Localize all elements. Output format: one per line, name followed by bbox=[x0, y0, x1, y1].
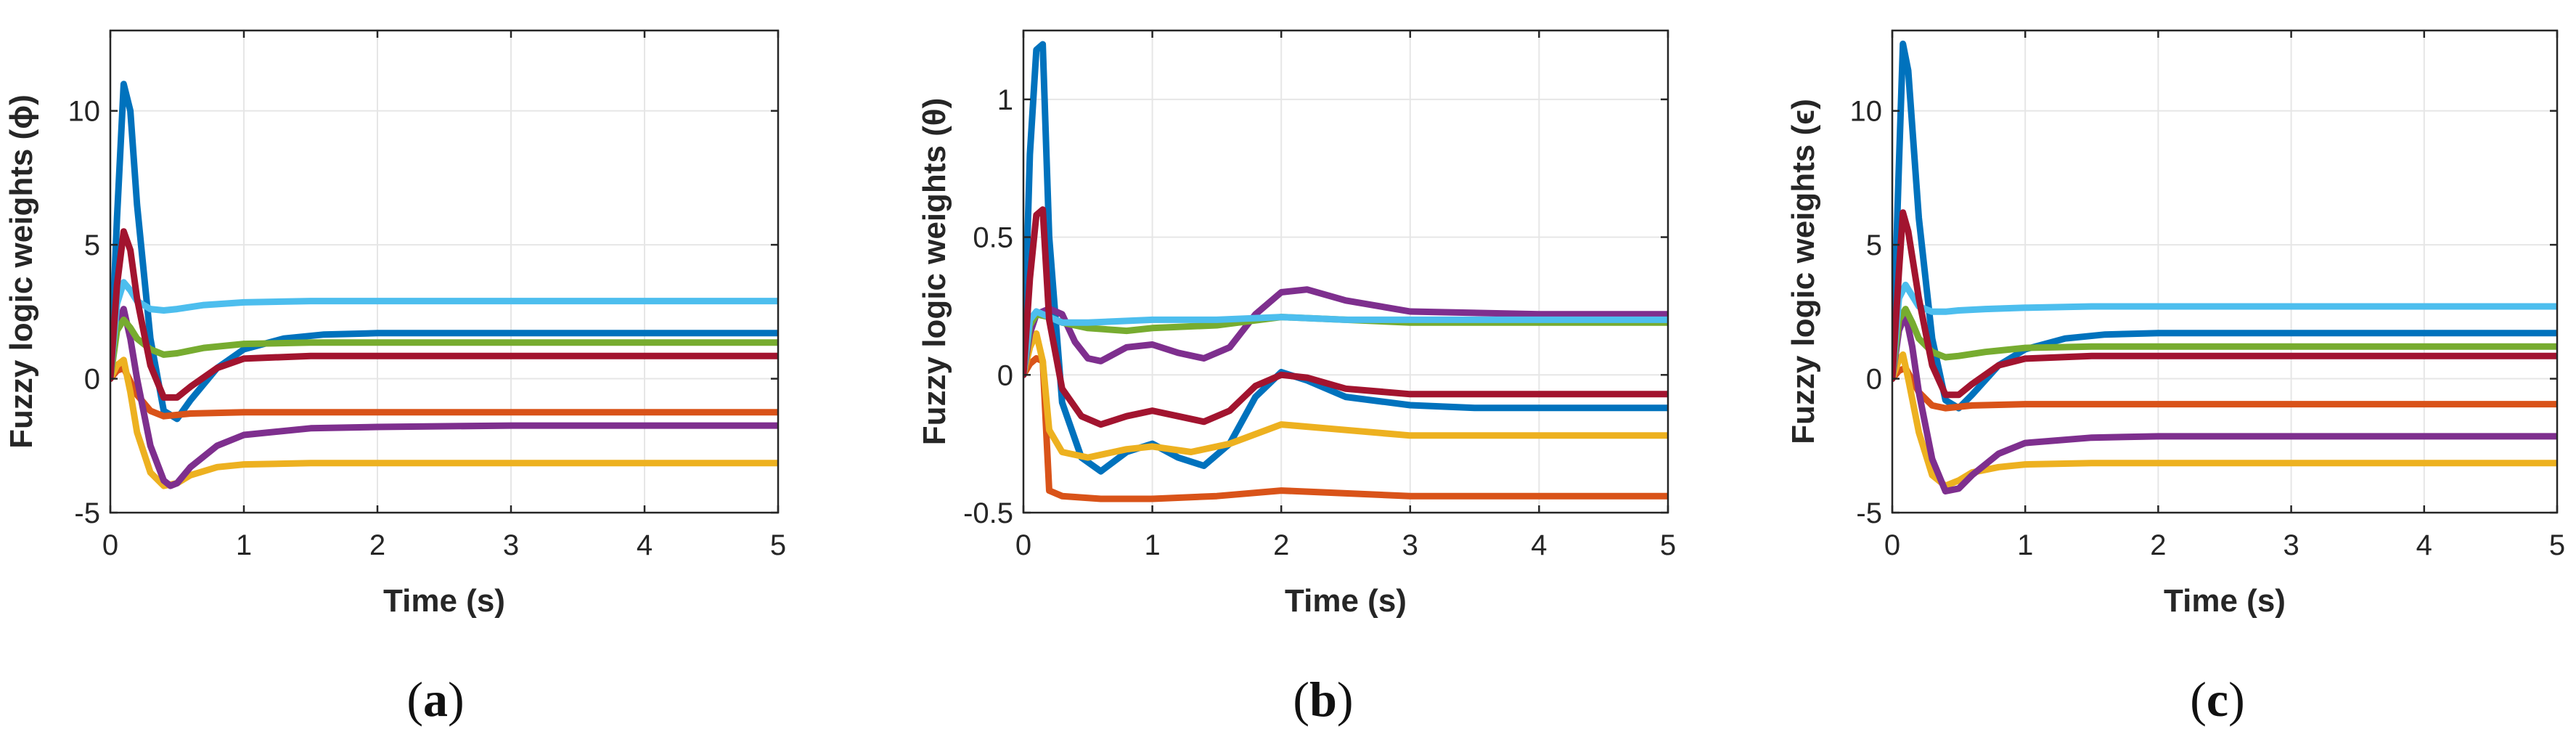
axes-box bbox=[1891, 29, 2559, 514]
y-tick-label: 0 bbox=[84, 364, 100, 396]
series-group bbox=[1023, 41, 1668, 502]
y-tick-label: 10 bbox=[1850, 96, 1883, 128]
x-tick-label: 4 bbox=[637, 529, 653, 561]
x-tick-label: 2 bbox=[369, 529, 385, 561]
y-tick-label: -0.5 bbox=[963, 497, 1013, 529]
y-axis-label: Fuzzy logic weights (ϕ) bbox=[4, 94, 39, 449]
series-line-w5 bbox=[1892, 306, 2557, 383]
series-line-w6 bbox=[110, 279, 778, 383]
x-tick-label: 0 bbox=[1884, 529, 1900, 561]
x-tick-label: 4 bbox=[2416, 529, 2432, 561]
x-axis-label: Time (s) bbox=[1285, 583, 1407, 619]
x-tick-label: 3 bbox=[2283, 529, 2299, 561]
x-tick-label: 5 bbox=[2549, 529, 2565, 561]
series-line-w7 bbox=[1023, 206, 1668, 428]
x-tick-label: 3 bbox=[1402, 529, 1418, 561]
caption-close: ) bbox=[2228, 672, 2245, 727]
series-line-w3 bbox=[1023, 330, 1668, 461]
axes-box bbox=[109, 29, 780, 514]
y-tick-label: 0 bbox=[1866, 364, 1882, 396]
x-tick-label: 1 bbox=[236, 529, 252, 561]
plot-area bbox=[1023, 30, 1668, 513]
y-tick-label: 0 bbox=[997, 359, 1013, 391]
x-tick-label: 5 bbox=[1660, 529, 1676, 561]
axes-box bbox=[1022, 29, 1669, 514]
y-tick-label: 1 bbox=[997, 84, 1013, 116]
caption-open: ( bbox=[406, 672, 423, 727]
y-tick-label: 5 bbox=[1866, 229, 1882, 261]
panel-caption: (a) bbox=[406, 672, 464, 727]
series-line-w6 bbox=[1023, 308, 1668, 378]
x-tick-label: 2 bbox=[1273, 529, 1289, 561]
x-tick-label: 5 bbox=[770, 529, 786, 561]
panel-caption: (b) bbox=[1293, 672, 1353, 727]
y-tick-label: -5 bbox=[74, 497, 100, 529]
series-line-w7 bbox=[1892, 209, 2557, 399]
x-tick-label: 0 bbox=[102, 529, 118, 561]
caption-letter: b bbox=[1309, 672, 1337, 727]
x-tick-label: 4 bbox=[1531, 529, 1547, 561]
series-line-w1 bbox=[1023, 41, 1668, 475]
x-tick-label: 1 bbox=[2017, 529, 2033, 561]
y-axis-label: Fuzzy logic weights (θ) bbox=[917, 98, 952, 445]
x-tick-label: 0 bbox=[1015, 529, 1031, 561]
series-line-w5 bbox=[110, 316, 778, 383]
series-group bbox=[1892, 40, 2557, 494]
x-tick-label: 3 bbox=[503, 529, 519, 561]
caption-close: ) bbox=[1337, 672, 1354, 727]
series-line-w6 bbox=[1892, 281, 2557, 383]
y-axis-label: Fuzzy logic weights (ϵ) bbox=[1786, 99, 1821, 444]
series-group bbox=[110, 81, 778, 489]
x-tick-label: 1 bbox=[1144, 529, 1160, 561]
y-tick-label: 5 bbox=[84, 229, 100, 261]
x-tick-label: 2 bbox=[2150, 529, 2166, 561]
caption-letter: a bbox=[423, 672, 448, 727]
caption-open: ( bbox=[1293, 672, 1309, 727]
y-tick-label: 0.5 bbox=[973, 222, 1013, 254]
y-tick-label: 10 bbox=[68, 96, 101, 128]
plot-area bbox=[1892, 30, 2557, 513]
series-line-w7 bbox=[110, 228, 778, 401]
series-line-w4 bbox=[1892, 311, 2557, 494]
x-axis-label: Time (s) bbox=[2164, 583, 2286, 619]
caption-close: ) bbox=[448, 672, 465, 727]
series-line-w1 bbox=[110, 81, 778, 423]
caption-letter: c bbox=[2207, 672, 2228, 727]
plot-area bbox=[110, 30, 778, 513]
panel-caption: (c) bbox=[2190, 672, 2245, 727]
caption-open: ( bbox=[2190, 672, 2207, 727]
series-line-w3 bbox=[1892, 351, 2557, 489]
y-tick-label: -5 bbox=[1856, 497, 1882, 529]
x-axis-label: Time (s) bbox=[383, 583, 505, 619]
series-line-w1 bbox=[1892, 40, 2557, 412]
series-line-w2 bbox=[1023, 355, 1668, 502]
